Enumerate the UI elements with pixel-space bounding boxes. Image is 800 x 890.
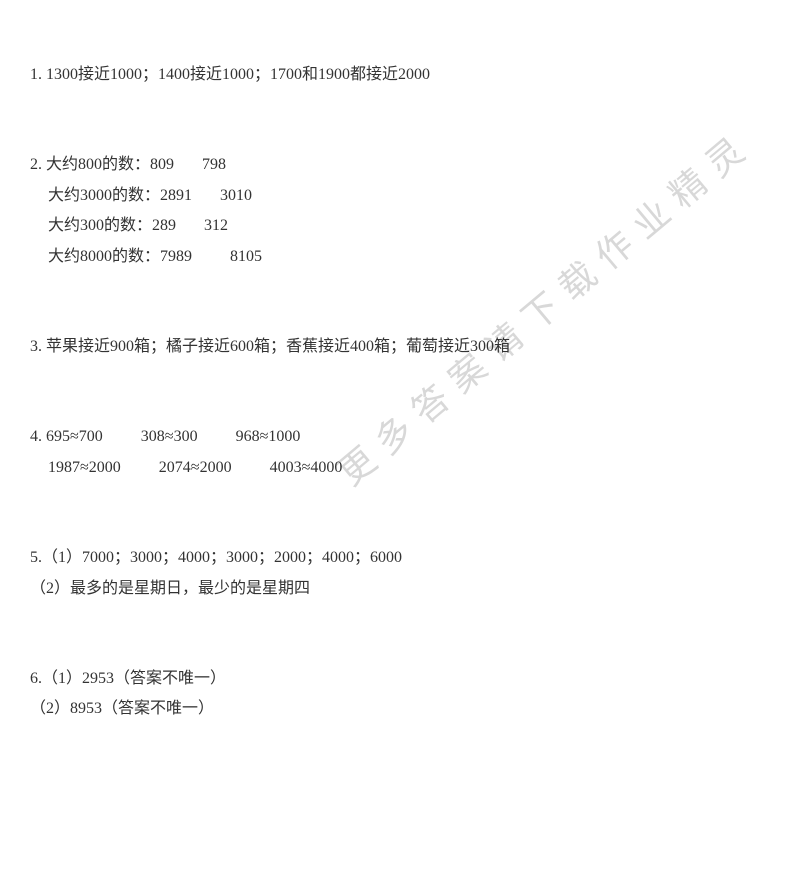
problem-2-line-3: 大约300的数：289 312 (30, 211, 770, 241)
text-segment: 4003≈4000 (270, 459, 343, 476)
problem-6-line-1: 6.（1）2953（答案不唯一） (30, 664, 770, 694)
text-segment: 大约300的数：289 (48, 217, 176, 234)
problem-3: 3. 苹果接近900箱；橘子接近600箱；香蕉接近400箱；葡萄接近300箱 (30, 332, 770, 362)
text-segment: 2. 大约800的数：809 (30, 156, 174, 173)
problem-4-line-2: 1987≈2000 2074≈2000 4003≈4000 (30, 453, 770, 483)
problem-5: 5.（1）7000；3000；4000；3000；2000；4000；6000 … (30, 543, 770, 604)
problem-4: 4. 695≈700 308≈300 968≈1000 1987≈2000 2074≈… (30, 422, 770, 483)
text-segment: 308≈300 (141, 428, 198, 445)
problem-6: 6.（1）2953（答案不唯一） （2）8953（答案不唯一） (30, 664, 770, 725)
problem-1-line: 1. 1300接近1000；1400接近1000；1700和1900都接近200… (30, 60, 770, 90)
problem-3-line: 3. 苹果接近900箱；橘子接近600箱；香蕉接近400箱；葡萄接近300箱 (30, 332, 770, 362)
document-content: 1. 1300接近1000；1400接近1000；1700和1900都接近200… (30, 60, 770, 725)
text-segment: 大约8000的数：7989 (48, 248, 192, 265)
problem-4-line-1: 4. 695≈700 308≈300 968≈1000 (30, 422, 770, 452)
problem-2-line-4: 大约8000的数：7989 8105 (30, 242, 770, 272)
problem-5-line-2: （2）最多的是星期日，最少的是星期四 (30, 574, 770, 604)
text-segment: 1987≈2000 (48, 459, 121, 476)
text-segment: 2074≈2000 (159, 459, 232, 476)
text-segment: 312 (204, 217, 228, 234)
problem-2-line-2: 大约3000的数：2891 3010 (30, 181, 770, 211)
problem-5-line-1: 5.（1）7000；3000；4000；3000；2000；4000；6000 (30, 543, 770, 573)
problem-1: 1. 1300接近1000；1400接近1000；1700和1900都接近200… (30, 60, 770, 90)
text-segment: 大约3000的数：2891 (48, 187, 192, 204)
text-segment: 4. 695≈700 (30, 428, 103, 445)
text-segment: 798 (202, 156, 226, 173)
text-segment: 3010 (220, 187, 252, 204)
problem-2-line-1: 2. 大约800的数：809 798 (30, 150, 770, 180)
text-segment: 968≈1000 (236, 428, 301, 445)
problem-6-line-2: （2）8953（答案不唯一） (30, 694, 770, 724)
problem-2: 2. 大约800的数：809 798 大约3000的数：2891 3010 大约30… (30, 150, 770, 272)
text-segment: 8105 (230, 248, 262, 265)
